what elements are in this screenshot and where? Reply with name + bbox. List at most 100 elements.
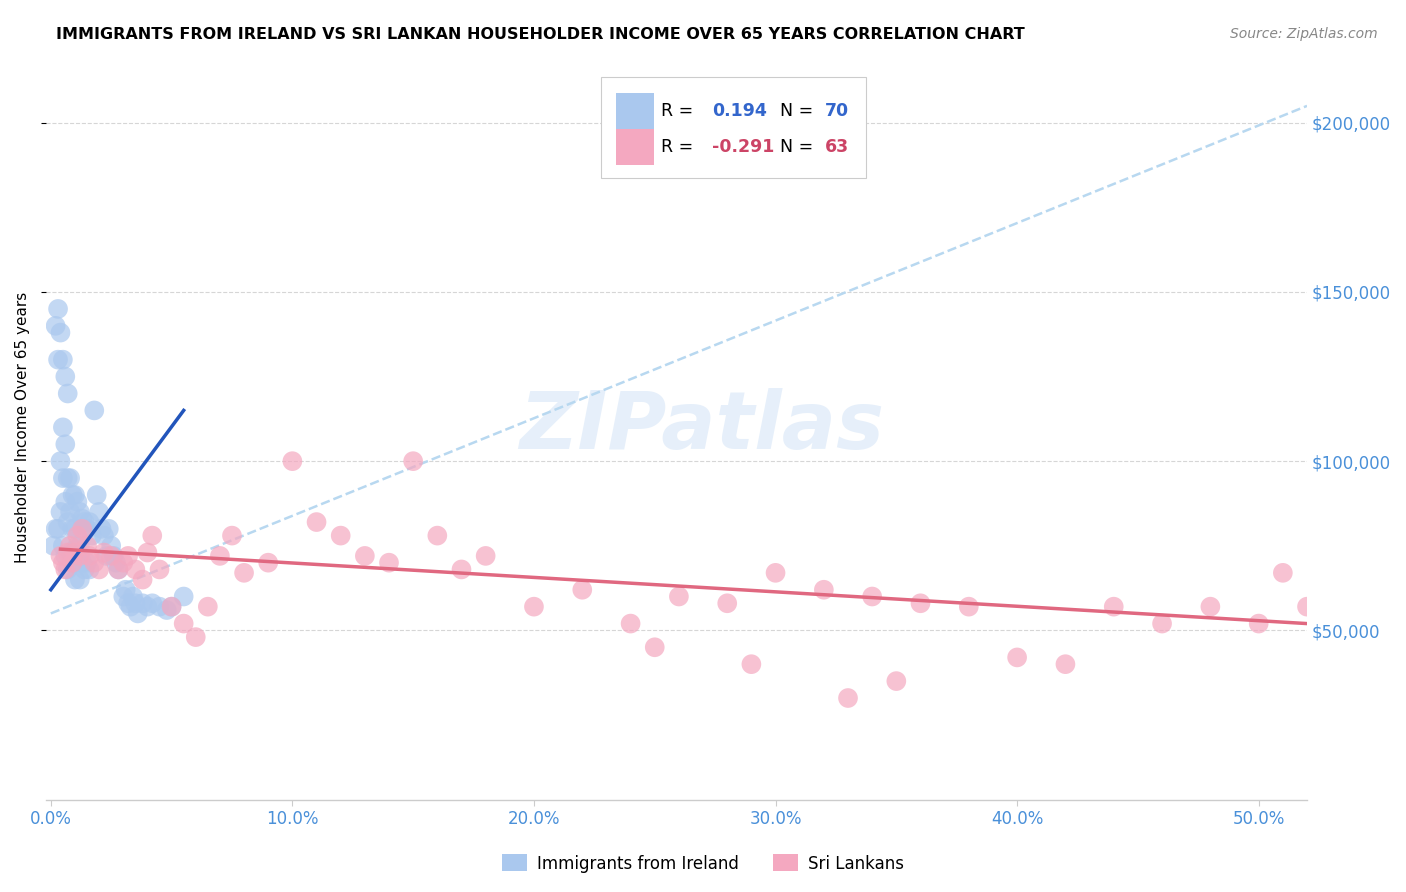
Point [80,528,103,542]
Point [79,515,101,529]
Point [117,549,139,563]
Point [63,573,86,587]
Point [66,495,89,509]
Text: 0.194: 0.194 [711,102,766,120]
Point [1199,599,1222,614]
Point [93,545,115,559]
FancyBboxPatch shape [616,93,654,128]
Point [765,566,787,580]
Text: R =: R = [661,102,699,120]
Point [53,562,76,576]
Point [53,549,76,563]
Point [353,549,375,563]
Point [197,599,219,614]
Point [160,599,183,614]
Point [1005,650,1028,665]
Point [49,454,72,468]
Point [46,352,69,367]
Point [156,603,179,617]
Point [62,556,84,570]
Point [910,596,932,610]
Point [141,528,163,542]
Point [56,545,79,559]
Text: 63: 63 [825,137,849,156]
Point [112,556,135,570]
Point [62,488,84,502]
Point [59,545,82,559]
Point [378,556,401,570]
Point [136,545,159,559]
Point [740,657,762,672]
Point [63,488,86,502]
Point [87,505,110,519]
Point [426,528,449,542]
Point [233,566,256,580]
Point [329,528,352,542]
Point [53,437,76,451]
Text: 70: 70 [825,102,849,120]
Point [668,590,690,604]
Point [860,590,883,604]
Point [66,528,89,542]
Point [93,528,115,542]
Point [127,607,149,621]
Point [66,539,89,553]
Point [46,522,69,536]
Point [56,515,79,529]
Point [49,549,72,563]
Point [79,549,101,563]
FancyBboxPatch shape [600,78,866,178]
Point [837,691,859,706]
Point [305,515,328,529]
Point [69,549,91,563]
Point [1247,616,1270,631]
Point [1296,599,1319,614]
Point [56,471,79,485]
Text: ZIPatlas: ZIPatlas [519,388,884,467]
Point [1054,657,1077,672]
Point [112,590,135,604]
Point [62,522,84,536]
Text: -0.291: -0.291 [711,137,775,156]
Point [1102,599,1125,614]
Point [49,505,72,519]
Point [122,590,145,604]
Text: IMMIGRANTS FROM IRELAND VS SRI LANKAN HOUSEHOLDER INCOME OVER 65 YEARS CORRELATI: IMMIGRANTS FROM IRELAND VS SRI LANKAN HO… [56,27,1025,42]
Point [886,674,908,689]
Point [52,556,75,570]
Point [208,549,231,563]
Point [73,562,96,576]
Point [100,539,122,553]
Point [59,539,82,553]
Point [59,471,82,485]
Point [1152,616,1174,631]
Point [46,301,69,316]
Point [70,522,93,536]
Point [97,522,120,536]
Point [184,630,207,644]
Point [59,505,82,519]
Point [120,599,142,614]
Text: N =: N = [769,137,818,156]
FancyBboxPatch shape [616,128,654,164]
Point [141,596,163,610]
Point [76,539,98,553]
Point [107,562,129,576]
Point [148,562,170,576]
Point [52,420,75,434]
Point [52,471,75,485]
Point [69,573,91,587]
Point [53,495,76,509]
Point [173,616,195,631]
Point [131,573,153,587]
Point [45,522,67,536]
Point [62,556,84,570]
Point [83,403,105,417]
Point [523,599,546,614]
Point [105,556,128,570]
Point [56,386,79,401]
Point [69,505,91,519]
Text: N =: N = [769,102,818,120]
Text: R =: R = [661,137,699,156]
Point [96,549,118,563]
